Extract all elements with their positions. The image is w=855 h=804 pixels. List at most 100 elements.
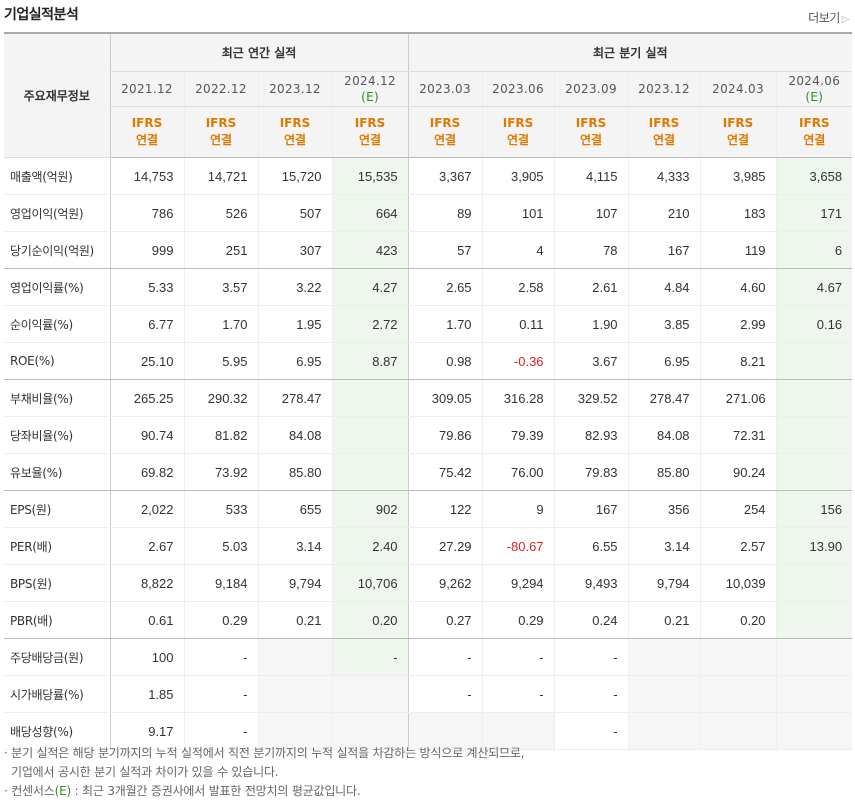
row-label: 매출액(억원) <box>4 157 110 195</box>
table-cell <box>331 712 409 750</box>
accounting-standard: IFRS 연결 <box>553 106 629 158</box>
table-cell: 6.77 <box>109 305 184 343</box>
period-header: 2024.06 (E) <box>775 71 853 107</box>
table-cell: 25.10 <box>109 342 184 380</box>
table-cell: 0.29 <box>481 601 555 639</box>
table-cell: 2.67 <box>109 527 184 565</box>
table-cell: 107 <box>553 194 629 232</box>
table-cell: 2.61 <box>553 268 629 306</box>
table-row: 당좌비율(%) 90.74 81.82 84.08 79.86 79.39 82.93 84.… <box>4 416 853 454</box>
table-cell: 27.29 <box>407 527 483 565</box>
row-label: 당좌비율(%) <box>4 416 110 454</box>
table-cell: 9,184 <box>183 564 258 602</box>
table-cell: 307 <box>257 231 332 269</box>
table-cell: - <box>481 638 555 676</box>
table-cell: 9,294 <box>481 564 555 602</box>
table-cell: 3.14 <box>257 527 332 565</box>
table-cell: 1.85 <box>109 675 184 713</box>
table-cell: 2,022 <box>109 490 184 528</box>
table-cell: 3.67 <box>553 342 629 380</box>
table-row: 순이익률(%) 6.77 1.70 1.95 2.72 1.70 0.11 1.90 3.85 2… <box>4 305 853 343</box>
table-cell: 4.84 <box>627 268 701 306</box>
table-row: 유보율(%) 69.82 73.92 85.80 75.42 76.00 79.83 85.8… <box>4 453 853 491</box>
section-title: 기업실적분석 <box>4 7 79 23</box>
table-cell: 6.95 <box>627 342 701 380</box>
table-cell <box>775 379 853 417</box>
table-cell: - <box>553 712 629 750</box>
row-label: PER(배) <box>4 527 110 565</box>
table-cell <box>627 712 701 750</box>
table-cell: 2.99 <box>699 305 777 343</box>
table-cell: 69.82 <box>109 453 184 491</box>
table-cell: 0.29 <box>183 601 258 639</box>
label-header: 주요재무정보 <box>4 32 110 158</box>
table-cell: 9,493 <box>553 564 629 602</box>
table-cell: 100 <box>109 638 184 676</box>
table-cell <box>699 675 777 713</box>
table-row: 배당성향(%) 9.17- - <box>4 712 853 750</box>
table-cell: 526 <box>183 194 258 232</box>
table-cell: 3,367 <box>407 157 483 195</box>
table-cell <box>775 453 853 491</box>
table-cell: 6.95 <box>257 342 332 380</box>
table-cell: 316.28 <box>481 379 555 417</box>
table-cell <box>257 638 332 676</box>
table-cell: 14,721 <box>183 157 258 195</box>
table-cell: 3.14 <box>627 527 701 565</box>
table-cell <box>775 564 853 602</box>
accounting-standard: IFRS 연결 <box>481 106 555 158</box>
table-cell: 101 <box>481 194 555 232</box>
table-cell: 3.85 <box>627 305 701 343</box>
table-cell <box>775 675 853 713</box>
chevron-right-icon: ▷ <box>841 14 850 25</box>
note-2: 기업에서 공시한 분기 실적과 차이가 있을 수 있습니다. <box>11 765 279 779</box>
table-row: PER(배) 2.67 5.03 3.14 2.40 27.29 -80.67 6.55 3.1… <box>4 527 853 565</box>
accounting-standard: IFRS 연결 <box>183 106 258 158</box>
table-cell: 0.21 <box>257 601 332 639</box>
row-label: ROE(%) <box>4 342 110 380</box>
table-cell: - <box>331 638 409 676</box>
table-cell: 1.70 <box>407 305 483 343</box>
table-cell <box>775 638 853 676</box>
more-link[interactable]: 더보기 ▷ <box>808 9 849 26</box>
accounting-standard: IFRS 연결 <box>109 106 184 158</box>
row-label: BPS(원) <box>4 564 110 602</box>
table-cell: 9 <box>481 490 555 528</box>
table-cell: 533 <box>183 490 258 528</box>
table-cell: 5.03 <box>183 527 258 565</box>
table-cell: 655 <box>257 490 332 528</box>
table-cell: 15,535 <box>331 157 409 195</box>
table-row: 영업이익(억원) 786 526 507 664 89 101 107 210 183 171 <box>4 194 853 232</box>
table-cell: 4.60 <box>699 268 777 306</box>
period-header: 2024.03 <box>699 71 777 107</box>
table-cell: 76.00 <box>481 453 555 491</box>
table-cell: - <box>553 675 629 713</box>
table-cell <box>627 638 701 676</box>
table-cell: 57 <box>407 231 483 269</box>
table-cell: 4,333 <box>627 157 701 195</box>
table-cell: 664 <box>331 194 409 232</box>
table-cell: - <box>553 638 629 676</box>
table-cell: 786 <box>109 194 184 232</box>
quarter-group-header: 최근 분기 실적 <box>407 32 853 72</box>
table-cell: 9.17 <box>109 712 184 750</box>
table-cell: 3,905 <box>481 157 555 195</box>
table-cell: - <box>481 675 555 713</box>
note-1: · 분기 실적은 해당 분기까지의 누적 실적에서 직전 분기까지의 누적 실적… <box>4 746 525 760</box>
table-cell: 278.47 <box>257 379 332 417</box>
table-cell: 0.98 <box>407 342 483 380</box>
period-header: 2022.12 <box>183 71 258 107</box>
table-cell: - <box>407 675 483 713</box>
more-label: 더보기 <box>808 11 840 25</box>
table-cell: 85.80 <box>257 453 332 491</box>
table-cell: 0.11 <box>481 305 555 343</box>
table-cell: 5.95 <box>183 342 258 380</box>
table-cell: 82.93 <box>553 416 629 454</box>
table-cell: 10,706 <box>331 564 409 602</box>
table-cell: 0.24 <box>553 601 629 639</box>
accounting-standard: IFRS 연결 <box>627 106 701 158</box>
row-label: 영업이익(억원) <box>4 194 110 232</box>
table-cell: 4 <box>481 231 555 269</box>
table-cell: 8,822 <box>109 564 184 602</box>
table-cell: - <box>183 712 258 750</box>
